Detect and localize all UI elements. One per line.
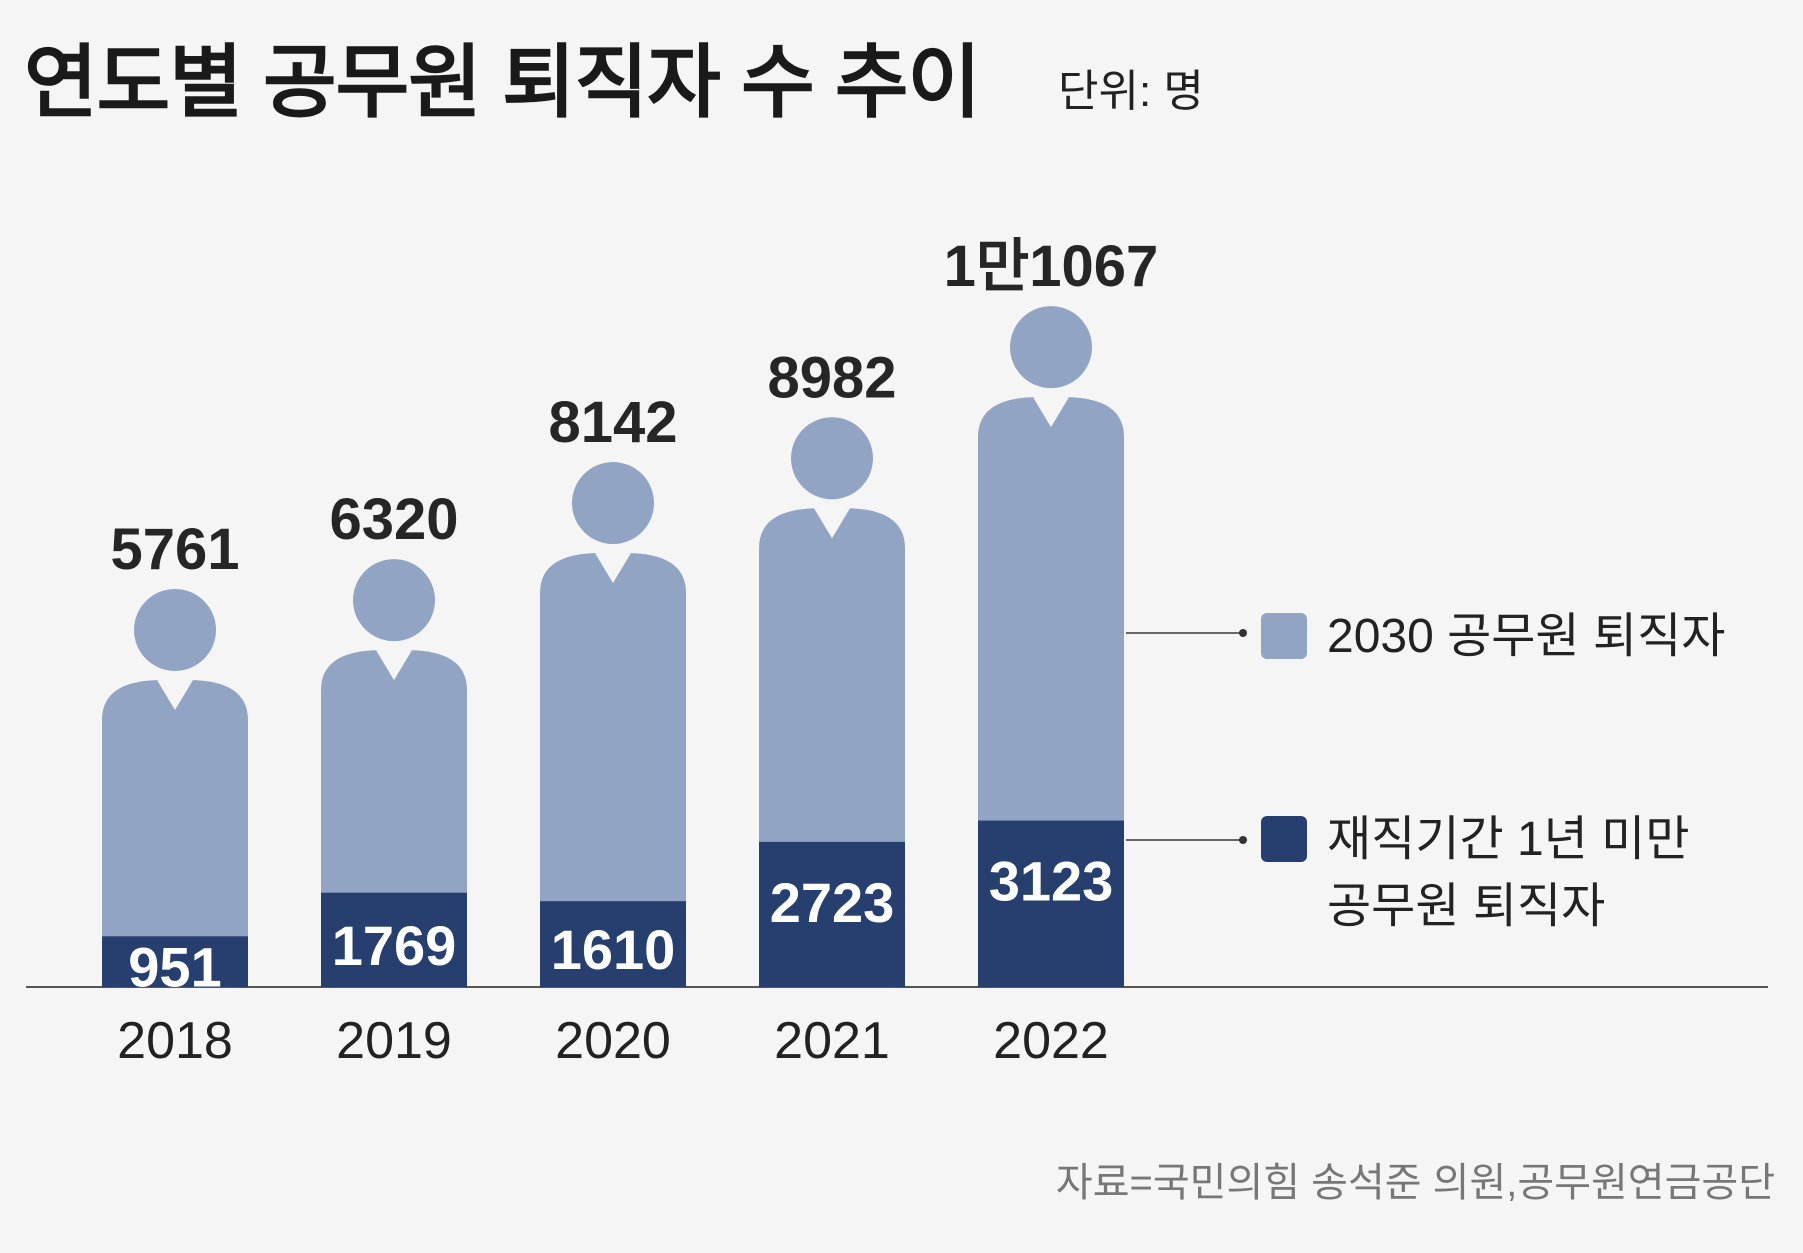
legend-label-total: 2030 공무원 퇴직자 bbox=[1327, 610, 1725, 663]
total-bar-head bbox=[134, 588, 216, 671]
x-tick-label: 2022 bbox=[993, 1012, 1109, 1070]
total-bar-head bbox=[353, 559, 435, 642]
person-bar-2019: 6320 1769 2019 bbox=[321, 487, 467, 1070]
under-one-year-segment bbox=[321, 892, 467, 987]
under-one-year-value-label: 1610 bbox=[551, 918, 676, 981]
legend-swatch-total bbox=[1261, 613, 1307, 659]
person-bar-2018: 5761 951 2018 bbox=[102, 517, 248, 1070]
total-bar-head bbox=[572, 462, 654, 545]
total-bar-body bbox=[102, 679, 248, 987]
under-one-year-value-label: 3123 bbox=[989, 850, 1114, 913]
source-note: 자료=국민의힘 송석준 의원,공무원연금공단 bbox=[1055, 1161, 1775, 1205]
total-bar-head bbox=[1010, 306, 1092, 389]
total-bar-body bbox=[540, 553, 686, 987]
person-bar-2021: 8982 2723 2021 bbox=[759, 345, 905, 1070]
legend-label-under-one-year-line2: 공무원 퇴직자 bbox=[1327, 880, 1605, 933]
x-tick-label: 2019 bbox=[336, 1012, 452, 1070]
legend-swatch-under-one-year bbox=[1261, 816, 1307, 862]
under-one-year-value-label: 1769 bbox=[332, 914, 457, 977]
under-one-year-value-label: 951 bbox=[128, 936, 221, 999]
person-bar-2020: 8142 1610 2020 bbox=[540, 390, 686, 1070]
x-tick-label: 2020 bbox=[555, 1012, 671, 1070]
under-one-year-segment bbox=[759, 841, 905, 987]
under-one-year-value-label: 2723 bbox=[770, 871, 895, 934]
under-one-year-segment bbox=[102, 936, 248, 987]
total-bar-head bbox=[791, 417, 873, 500]
total-value-label: 8142 bbox=[548, 390, 677, 455]
x-tick-label: 2021 bbox=[774, 1012, 890, 1070]
under-one-year-segment bbox=[540, 901, 686, 987]
unit-label: 단위: 명 bbox=[1058, 67, 1204, 116]
x-tick-label: 2018 bbox=[117, 1012, 233, 1070]
legend-label-under-one-year: 재직기간 1년 미만 bbox=[1327, 813, 1690, 866]
person-bar-2022: 1만1067 3123 2022 bbox=[944, 234, 1159, 1070]
total-value-label: 8982 bbox=[767, 345, 896, 410]
total-value-label: 6320 bbox=[329, 487, 458, 552]
legend-leader-dot bbox=[1239, 629, 1247, 637]
total-value-label: 1만1067 bbox=[944, 234, 1159, 299]
legend-leader-dot bbox=[1239, 836, 1247, 844]
chart-title: 연도별 공무원 퇴직자 수 추이 bbox=[24, 38, 981, 127]
total-value-label: 5761 bbox=[110, 517, 239, 582]
under-one-year-segment bbox=[978, 820, 1124, 987]
